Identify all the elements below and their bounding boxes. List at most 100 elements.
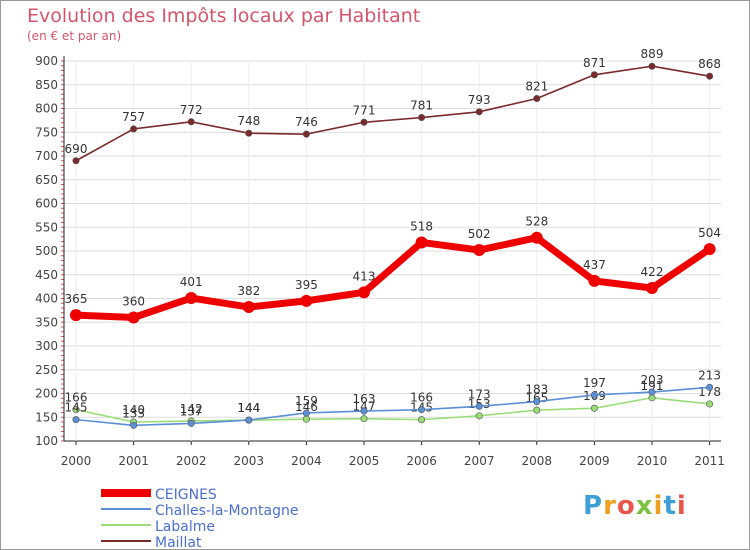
data-point — [418, 114, 426, 122]
data-label: 502 — [468, 227, 491, 241]
data-point — [418, 406, 426, 414]
data-label: 146 — [295, 400, 318, 414]
data-label: 437 — [583, 258, 606, 272]
data-point — [706, 383, 714, 391]
data-label: 360 — [122, 295, 145, 309]
y-tick-label: 650 — [35, 173, 58, 187]
y-tick-label: 150 — [35, 410, 58, 424]
y-tick-label: 750 — [35, 125, 58, 139]
data-label: 163 — [353, 392, 376, 406]
data-point — [360, 415, 368, 423]
data-point — [360, 118, 368, 126]
data-point — [302, 130, 310, 138]
data-label: 772 — [180, 103, 203, 117]
logo-letter: t — [663, 491, 677, 521]
data-point — [590, 391, 598, 399]
data-point — [590, 71, 598, 79]
x-tick-label: 2000 — [61, 454, 92, 468]
x-tick-label: 2010 — [637, 454, 668, 468]
legend-label: Labalme — [155, 519, 215, 535]
data-point — [185, 292, 198, 305]
y-tick-label: 700 — [35, 149, 58, 163]
data-label: 868 — [698, 57, 721, 71]
x-tick-label: 2011 — [694, 454, 725, 468]
data-label: 142 — [180, 402, 203, 416]
data-point — [475, 108, 483, 116]
data-point — [648, 388, 656, 396]
data-label: 757 — [122, 110, 145, 124]
data-label: 365 — [65, 292, 88, 306]
logo-letter: x — [635, 491, 654, 521]
series-line — [75, 386, 711, 427]
data-point — [706, 400, 714, 408]
data-label: 382 — [237, 284, 260, 298]
y-tick-label: 400 — [35, 292, 58, 306]
x-tick-label: 2004 — [291, 454, 322, 468]
x-tick-label: 2003 — [234, 454, 265, 468]
y-tick-label: 900 — [35, 54, 58, 68]
data-point — [533, 398, 541, 406]
data-point — [242, 301, 255, 314]
y-tick-label: 100 — [35, 434, 58, 448]
data-point — [588, 274, 601, 287]
y-tick-label: 850 — [35, 78, 58, 92]
data-label: 518 — [410, 219, 433, 233]
data-point — [646, 282, 658, 295]
data-label: 771 — [353, 103, 376, 117]
data-label: 191 — [641, 379, 664, 393]
data-point — [706, 72, 714, 80]
data-point — [530, 231, 543, 244]
data-point — [245, 416, 253, 424]
data-label: 871 — [583, 56, 606, 70]
data-point — [130, 421, 138, 429]
logo-letter: P — [583, 491, 604, 521]
y-tick-label: 550 — [35, 220, 58, 234]
data-label: 781 — [410, 99, 433, 113]
data-point — [415, 236, 428, 249]
legend-label: CEIGNES — [155, 487, 217, 503]
x-tick-label: 2005 — [349, 454, 380, 468]
data-point — [187, 419, 195, 427]
data-point — [475, 412, 483, 420]
series-line — [75, 65, 711, 162]
data-point — [127, 311, 140, 324]
data-point — [590, 404, 598, 412]
data-point — [72, 406, 80, 414]
data-label: 137 — [180, 404, 203, 418]
data-label: 690 — [65, 142, 88, 156]
chart-title: Evolution des Impôts locaux par Habitant — [27, 5, 421, 27]
data-point — [302, 415, 310, 423]
y-tick-label: 350 — [35, 315, 58, 329]
logo-letter: o — [616, 491, 636, 521]
data-label: 821 — [525, 80, 548, 94]
data-label: 422 — [641, 265, 664, 279]
data-label: 748 — [237, 114, 260, 128]
data-point — [475, 402, 483, 410]
data-point — [300, 294, 313, 307]
logo-letter: i — [676, 491, 687, 521]
data-point — [302, 409, 310, 417]
data-label: 395 — [295, 278, 318, 292]
y-tick-label: 200 — [35, 387, 58, 401]
data-label: 504 — [698, 226, 721, 240]
x-tick-label: 2008 — [522, 454, 553, 468]
data-label: 140 — [122, 403, 145, 417]
x-tick-label: 2001 — [118, 454, 149, 468]
data-label: 133 — [122, 406, 145, 420]
y-tick-label: 300 — [35, 339, 58, 353]
data-label: 166 — [65, 391, 88, 405]
data-point — [72, 157, 80, 165]
data-label: 183 — [525, 383, 548, 397]
data-label: 144 — [237, 401, 260, 415]
data-label: 159 — [295, 394, 318, 408]
y-tick-label: 250 — [35, 363, 58, 377]
y-tick-label: 450 — [35, 268, 58, 282]
series-line — [75, 396, 711, 423]
data-label: 166 — [410, 391, 433, 405]
x-tick-label: 2009 — [579, 454, 610, 468]
data-point — [473, 244, 486, 257]
data-label: 145 — [65, 401, 88, 415]
x-tick-label: 2007 — [464, 454, 495, 468]
data-label: 413 — [353, 269, 376, 283]
